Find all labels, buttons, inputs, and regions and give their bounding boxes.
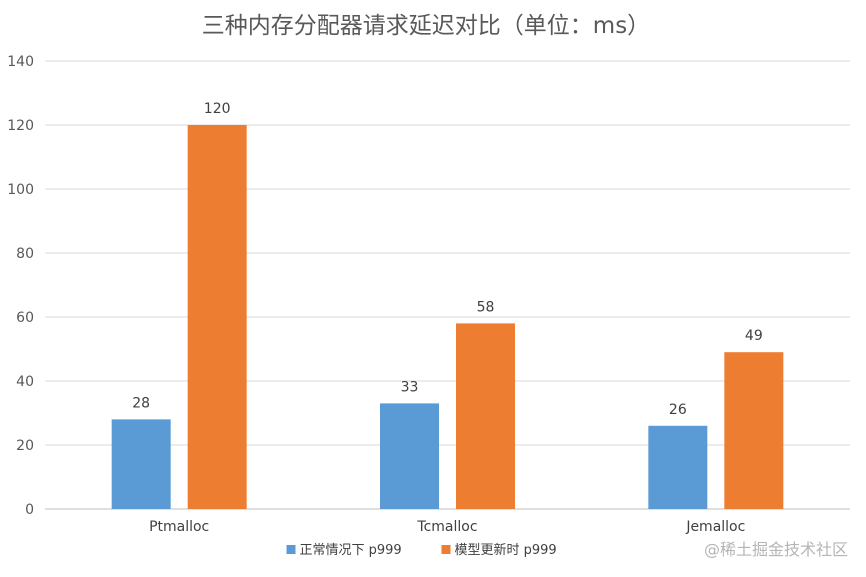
x-category-label: Jemalloc <box>685 519 745 535</box>
y-axis-ticks: 0 20 40 60 80 100 120 140 <box>7 54 34 518</box>
watermark: @稀土掘金技术社区 <box>704 540 848 559</box>
y-tick-label: 40 <box>16 374 34 390</box>
legend-swatch <box>441 545 451 554</box>
x-category-label: Ptmalloc <box>149 519 209 535</box>
y-tick-label: 20 <box>16 438 34 454</box>
y-tick-label: 60 <box>16 310 34 326</box>
y-tick-label: 100 <box>7 182 34 198</box>
legend: 正常情况下 p999 模型更新时 p999 <box>286 542 557 558</box>
data-label: 26 <box>669 402 687 418</box>
bar <box>648 425 708 509</box>
bar <box>456 323 515 509</box>
data-label: 120 <box>204 101 231 117</box>
y-tick-label: 120 <box>7 118 34 134</box>
data-label: 49 <box>745 328 763 344</box>
bars <box>111 125 784 509</box>
gridlines <box>45 60 850 510</box>
bar <box>187 125 247 509</box>
legend-label: 正常情况下 p999 <box>300 543 402 558</box>
y-tick-label: 140 <box>7 54 34 70</box>
legend-label: 模型更新时 p999 <box>455 542 557 558</box>
x-category-label: Tcmalloc <box>416 519 477 535</box>
data-labels: 28 120 33 58 26 49 <box>132 101 762 418</box>
y-tick-label: 80 <box>16 246 34 262</box>
bar <box>111 419 171 509</box>
data-label: 28 <box>132 395 150 411</box>
data-label: 33 <box>401 379 419 395</box>
bar <box>380 403 439 509</box>
bar <box>724 352 784 509</box>
legend-swatch <box>286 545 296 554</box>
x-axis-categories: Ptmalloc Tcmalloc Jemalloc <box>149 519 745 535</box>
data-label: 58 <box>477 299 495 315</box>
chart-title: 三种内存分配器请求延迟对比（单位：ms） <box>202 13 650 39</box>
y-tick-label: 0 <box>25 502 34 518</box>
